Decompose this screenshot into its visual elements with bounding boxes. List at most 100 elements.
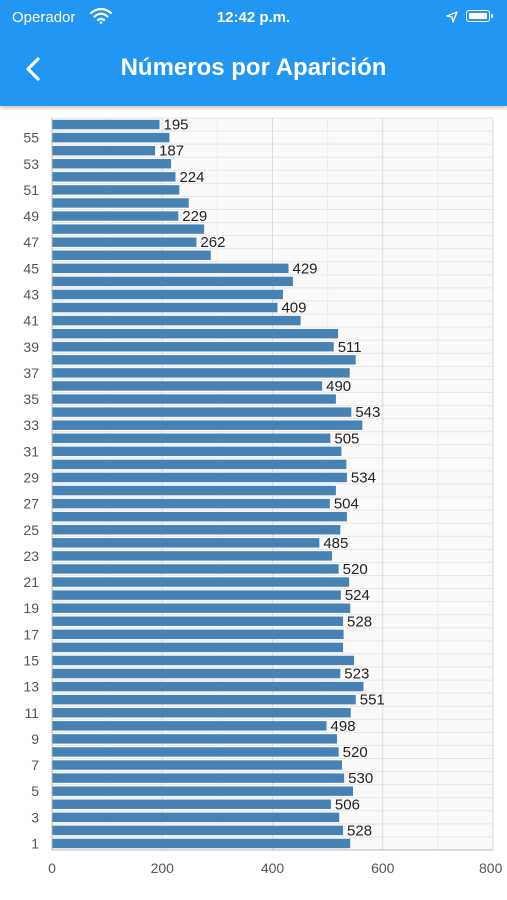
bar-36 — [52, 381, 323, 391]
location-arrow-icon — [446, 10, 458, 28]
y-tick-label: 1 — [31, 835, 39, 851]
y-tick-label: 33 — [23, 417, 39, 433]
y-tick-label: 53 — [23, 156, 39, 172]
bar-19 — [52, 603, 351, 613]
bar-21 — [52, 577, 350, 587]
bar-41 — [52, 315, 301, 326]
bar-29 — [52, 472, 347, 483]
bar-18 — [52, 616, 344, 626]
status-time: 12:42 p.m. — [216, 9, 291, 26]
bar-7 — [52, 760, 342, 770]
y-tick-label: 43 — [23, 286, 39, 302]
wifi-icon — [89, 7, 113, 29]
bar-13 — [52, 681, 364, 692]
back-button[interactable] — [18, 53, 50, 85]
bar-3 — [52, 812, 340, 823]
bar-44 — [52, 276, 293, 287]
y-tick-label: 11 — [24, 705, 39, 721]
bar-chart: 1357911131517192123252729313335373941434… — [23, 117, 503, 876]
bar-10 — [52, 721, 327, 731]
y-tick-label: 13 — [23, 679, 39, 695]
data-label: 534 — [351, 469, 376, 486]
x-tick-label: 800 — [479, 860, 503, 876]
bar-40 — [52, 328, 339, 339]
y-tick-label: 37 — [23, 365, 39, 381]
y-tick-label: 21 — [23, 574, 39, 590]
chevron-left-icon — [26, 57, 40, 81]
y-tick-label: 35 — [23, 391, 39, 407]
data-label: 551 — [360, 692, 385, 709]
bar-11 — [52, 708, 351, 718]
bar-43 — [52, 289, 283, 300]
bar-31 — [52, 446, 342, 457]
data-label: 528 — [347, 822, 372, 839]
bar-22 — [52, 564, 339, 574]
y-tick-label: 41 — [23, 313, 39, 329]
data-label: 485 — [323, 535, 348, 552]
bar-56 — [52, 119, 160, 130]
data-label: 262 — [200, 234, 225, 251]
x-tick-label: 600 — [371, 860, 395, 876]
bar-4 — [52, 799, 331, 809]
bar-9 — [52, 734, 337, 744]
bar-37 — [52, 368, 350, 378]
bar-5 — [52, 786, 353, 796]
x-tick-label: 200 — [151, 860, 175, 876]
bar-45 — [52, 263, 289, 274]
y-tick-label: 31 — [23, 443, 39, 459]
bar-34 — [52, 407, 352, 417]
bar-38 — [52, 355, 356, 365]
bar-54 — [52, 145, 156, 156]
status-bar: Operador 12:42 p.m. — [0, 0, 507, 36]
bar-2 — [52, 825, 344, 836]
bar-12 — [52, 694, 356, 705]
bar-33 — [52, 420, 363, 430]
y-tick-label: 47 — [23, 234, 39, 250]
y-tick-label: 3 — [31, 809, 39, 825]
data-label: 520 — [343, 744, 368, 761]
bar-6 — [52, 773, 345, 783]
bar-15 — [52, 655, 355, 666]
data-label: 524 — [345, 587, 370, 604]
bar-1 — [52, 838, 351, 849]
bar-20 — [52, 590, 341, 600]
x-tick-label: 400 — [261, 860, 285, 876]
y-tick-label: 55 — [23, 130, 39, 146]
bar-17 — [52, 629, 344, 640]
x-tick-label: 0 — [48, 860, 56, 876]
data-label: 505 — [334, 430, 359, 447]
y-tick-label: 7 — [31, 757, 39, 773]
data-label: 229 — [182, 208, 207, 225]
y-tick-label: 45 — [23, 260, 39, 276]
y-tick-label: 9 — [31, 731, 39, 747]
bar-16 — [52, 642, 344, 653]
bar-14 — [52, 668, 341, 679]
y-tick-label: 23 — [23, 548, 39, 564]
bar-39 — [52, 342, 334, 352]
data-label: 409 — [281, 300, 306, 317]
data-label: 528 — [347, 613, 372, 630]
bar-27 — [52, 498, 330, 509]
bar-30 — [52, 459, 347, 470]
y-tick-label: 25 — [23, 522, 39, 538]
bar-48 — [52, 224, 205, 234]
bar-24 — [52, 538, 320, 548]
bar-49 — [52, 211, 179, 221]
page-title: Números por Aparición — [120, 54, 387, 81]
bar-52 — [52, 172, 176, 182]
data-label: 187 — [159, 143, 184, 160]
bar-23 — [52, 551, 333, 561]
bar-47 — [52, 237, 197, 247]
data-label: 511 — [338, 339, 362, 356]
bar-8 — [52, 747, 339, 757]
bar-51 — [52, 185, 180, 195]
y-tick-label: 51 — [23, 182, 39, 198]
data-label: 224 — [179, 169, 204, 186]
carrier-name: Operador — [12, 9, 76, 26]
data-label: 195 — [163, 117, 188, 134]
bar-32 — [52, 433, 331, 443]
y-tick-label: 39 — [23, 339, 39, 355]
y-tick-label: 17 — [23, 626, 39, 642]
bar-53 — [52, 159, 172, 169]
battery-icon — [466, 10, 493, 22]
